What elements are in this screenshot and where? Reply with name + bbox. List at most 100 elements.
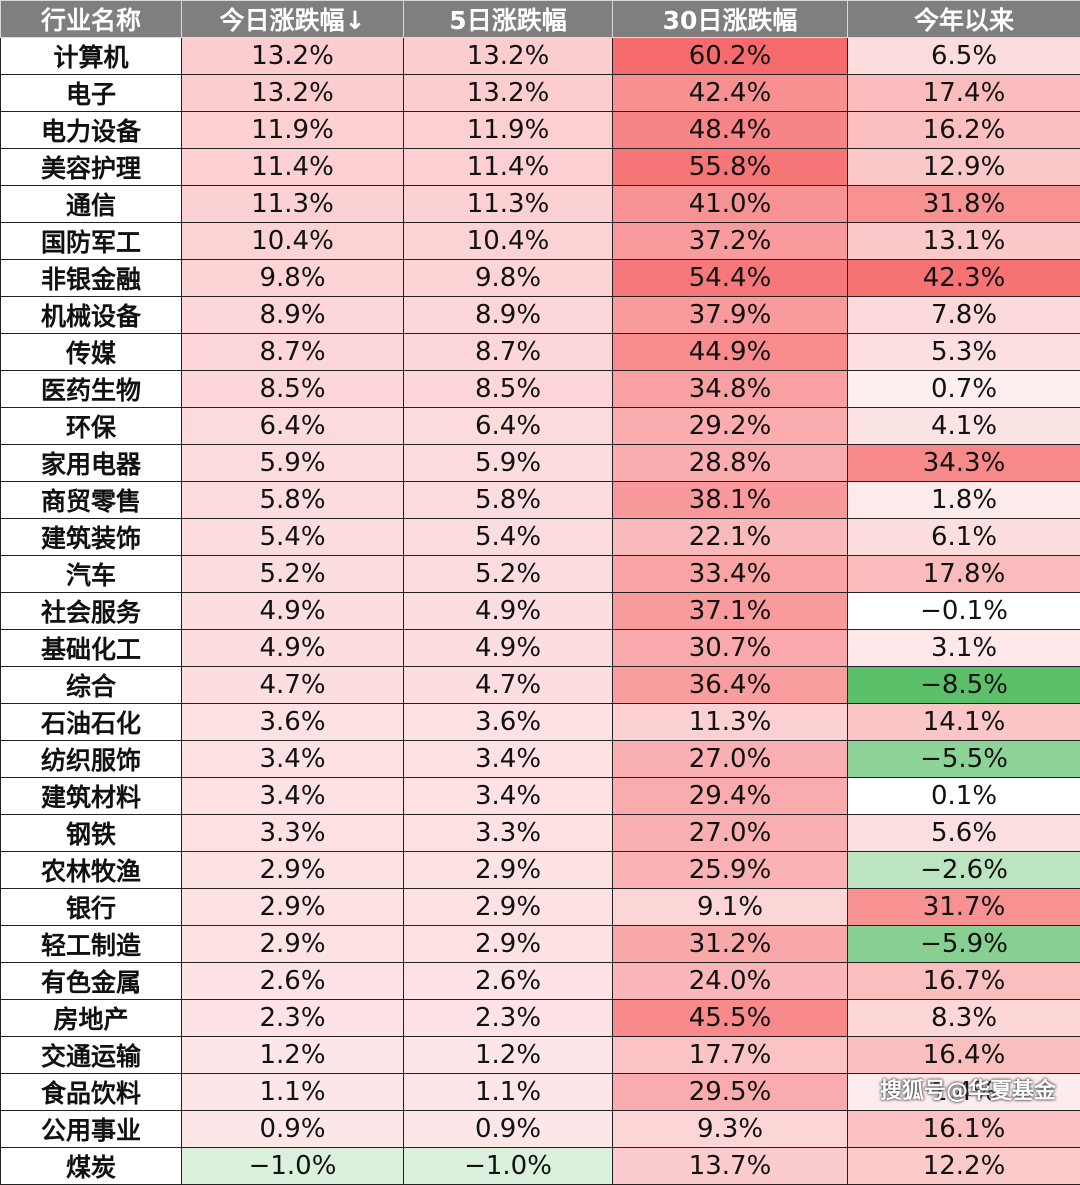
header-today-change[interactable]: 今日涨跌幅↓: [182, 1, 404, 38]
today-change-cell: 2.6%: [182, 963, 404, 1000]
thirty-day-change-cell: 30.7%: [613, 630, 848, 667]
thirty-day-change-cell: 41.0%: [613, 186, 848, 223]
ytd-change-cell: 6.1%: [848, 519, 1080, 556]
five-day-change-cell: 2.9%: [404, 926, 613, 963]
thirty-day-change-cell: 60.2%: [613, 38, 848, 75]
ytd-change-cell: 0.1%: [848, 778, 1080, 815]
industry-name-cell: 社会服务: [1, 593, 182, 630]
ytd-change-cell: −0.1%: [848, 593, 1080, 630]
ytd-change-cell: 5.3%: [848, 334, 1080, 371]
ytd-change-cell: 5.6%: [848, 815, 1080, 852]
today-change-cell: 3.4%: [182, 741, 404, 778]
five-day-change-cell: 9.8%: [404, 260, 613, 297]
header-ytd-change[interactable]: 今年以来: [848, 1, 1080, 38]
five-day-change-cell: 5.9%: [404, 445, 613, 482]
industry-name-cell: 公用事业: [1, 1111, 182, 1148]
table-row: 煤炭−1.0%−1.0%13.7%12.2%: [1, 1148, 1080, 1185]
ytd-change-cell: 34.3%: [848, 445, 1080, 482]
industry-name-cell: 钢铁: [1, 815, 182, 852]
five-day-change-cell: 1.1%: [404, 1074, 613, 1111]
today-change-cell: 2.9%: [182, 852, 404, 889]
today-change-cell: 4.7%: [182, 667, 404, 704]
ytd-change-cell: 0.7%: [848, 371, 1080, 408]
today-change-cell: 8.9%: [182, 297, 404, 334]
industry-name-cell: 医药生物: [1, 371, 182, 408]
five-day-change-cell: 6.4%: [404, 408, 613, 445]
header-industry-name[interactable]: 行业名称: [1, 1, 182, 38]
five-day-change-cell: 2.3%: [404, 1000, 613, 1037]
today-change-cell: 5.2%: [182, 556, 404, 593]
industry-name-cell: 环保: [1, 408, 182, 445]
ytd-change-cell: 12.2%: [848, 1148, 1080, 1185]
ytd-change-cell: 12.9%: [848, 149, 1080, 186]
ytd-change-cell: 16.2%: [848, 112, 1080, 149]
ytd-change-cell: 31.8%: [848, 186, 1080, 223]
industry-name-cell: 房地产: [1, 1000, 182, 1037]
header-30day-change[interactable]: 30日涨跌幅: [613, 1, 848, 38]
five-day-change-cell: 8.7%: [404, 334, 613, 371]
ytd-change-cell: 1.8%: [848, 482, 1080, 519]
today-change-cell: 11.9%: [182, 112, 404, 149]
thirty-day-change-cell: 37.2%: [613, 223, 848, 260]
thirty-day-change-cell: 48.4%: [613, 112, 848, 149]
ytd-change-cell: −5.5%: [848, 741, 1080, 778]
thirty-day-change-cell: 54.4%: [613, 260, 848, 297]
industry-name-cell: 交通运输: [1, 1037, 182, 1074]
thirty-day-change-cell: 27.0%: [613, 815, 848, 852]
five-day-change-cell: 1.2%: [404, 1037, 613, 1074]
industry-name-cell: 汽车: [1, 556, 182, 593]
ytd-change-cell: 7.8%: [848, 297, 1080, 334]
five-day-change-cell: 3.3%: [404, 815, 613, 852]
thirty-day-change-cell: 38.1%: [613, 482, 848, 519]
industry-name-cell: 食品饮料: [1, 1074, 182, 1111]
today-change-cell: 0.9%: [182, 1111, 404, 1148]
thirty-day-change-cell: 33.4%: [613, 556, 848, 593]
five-day-change-cell: 4.9%: [404, 630, 613, 667]
ytd-change-cell: 42.3%: [848, 260, 1080, 297]
today-change-cell: 1.2%: [182, 1037, 404, 1074]
five-day-change-cell: 3.4%: [404, 778, 613, 815]
today-change-cell: 3.4%: [182, 778, 404, 815]
today-change-cell: 13.2%: [182, 38, 404, 75]
today-change-cell: 4.9%: [182, 630, 404, 667]
industry-name-cell: 国防军工: [1, 223, 182, 260]
thirty-day-change-cell: 24.0%: [613, 963, 848, 1000]
ytd-change-cell: 14.1%: [848, 704, 1080, 741]
industry-name-cell: 基础化工: [1, 630, 182, 667]
industry-name-cell: 商贸零售: [1, 482, 182, 519]
industry-name-cell: 机械设备: [1, 297, 182, 334]
industry-name-cell: 建筑材料: [1, 778, 182, 815]
ytd-change-cell: 16.4%: [848, 1037, 1080, 1074]
industry-name-cell: 银行: [1, 889, 182, 926]
industry-name-cell: 轻工制造: [1, 926, 182, 963]
industry-name-cell: 综合: [1, 667, 182, 704]
today-change-cell: 10.4%: [182, 223, 404, 260]
today-change-cell: 8.5%: [182, 371, 404, 408]
ytd-change-cell: −2.6%: [848, 852, 1080, 889]
header-5day-change[interactable]: 5日涨跌幅: [404, 1, 613, 38]
industry-name-cell: 传媒: [1, 334, 182, 371]
thirty-day-change-cell: 27.0%: [613, 741, 848, 778]
today-change-cell: 8.7%: [182, 334, 404, 371]
today-change-cell: 3.3%: [182, 815, 404, 852]
industry-name-cell: 有色金属: [1, 963, 182, 1000]
thirty-day-change-cell: 29.2%: [613, 408, 848, 445]
thirty-day-change-cell: 17.7%: [613, 1037, 848, 1074]
